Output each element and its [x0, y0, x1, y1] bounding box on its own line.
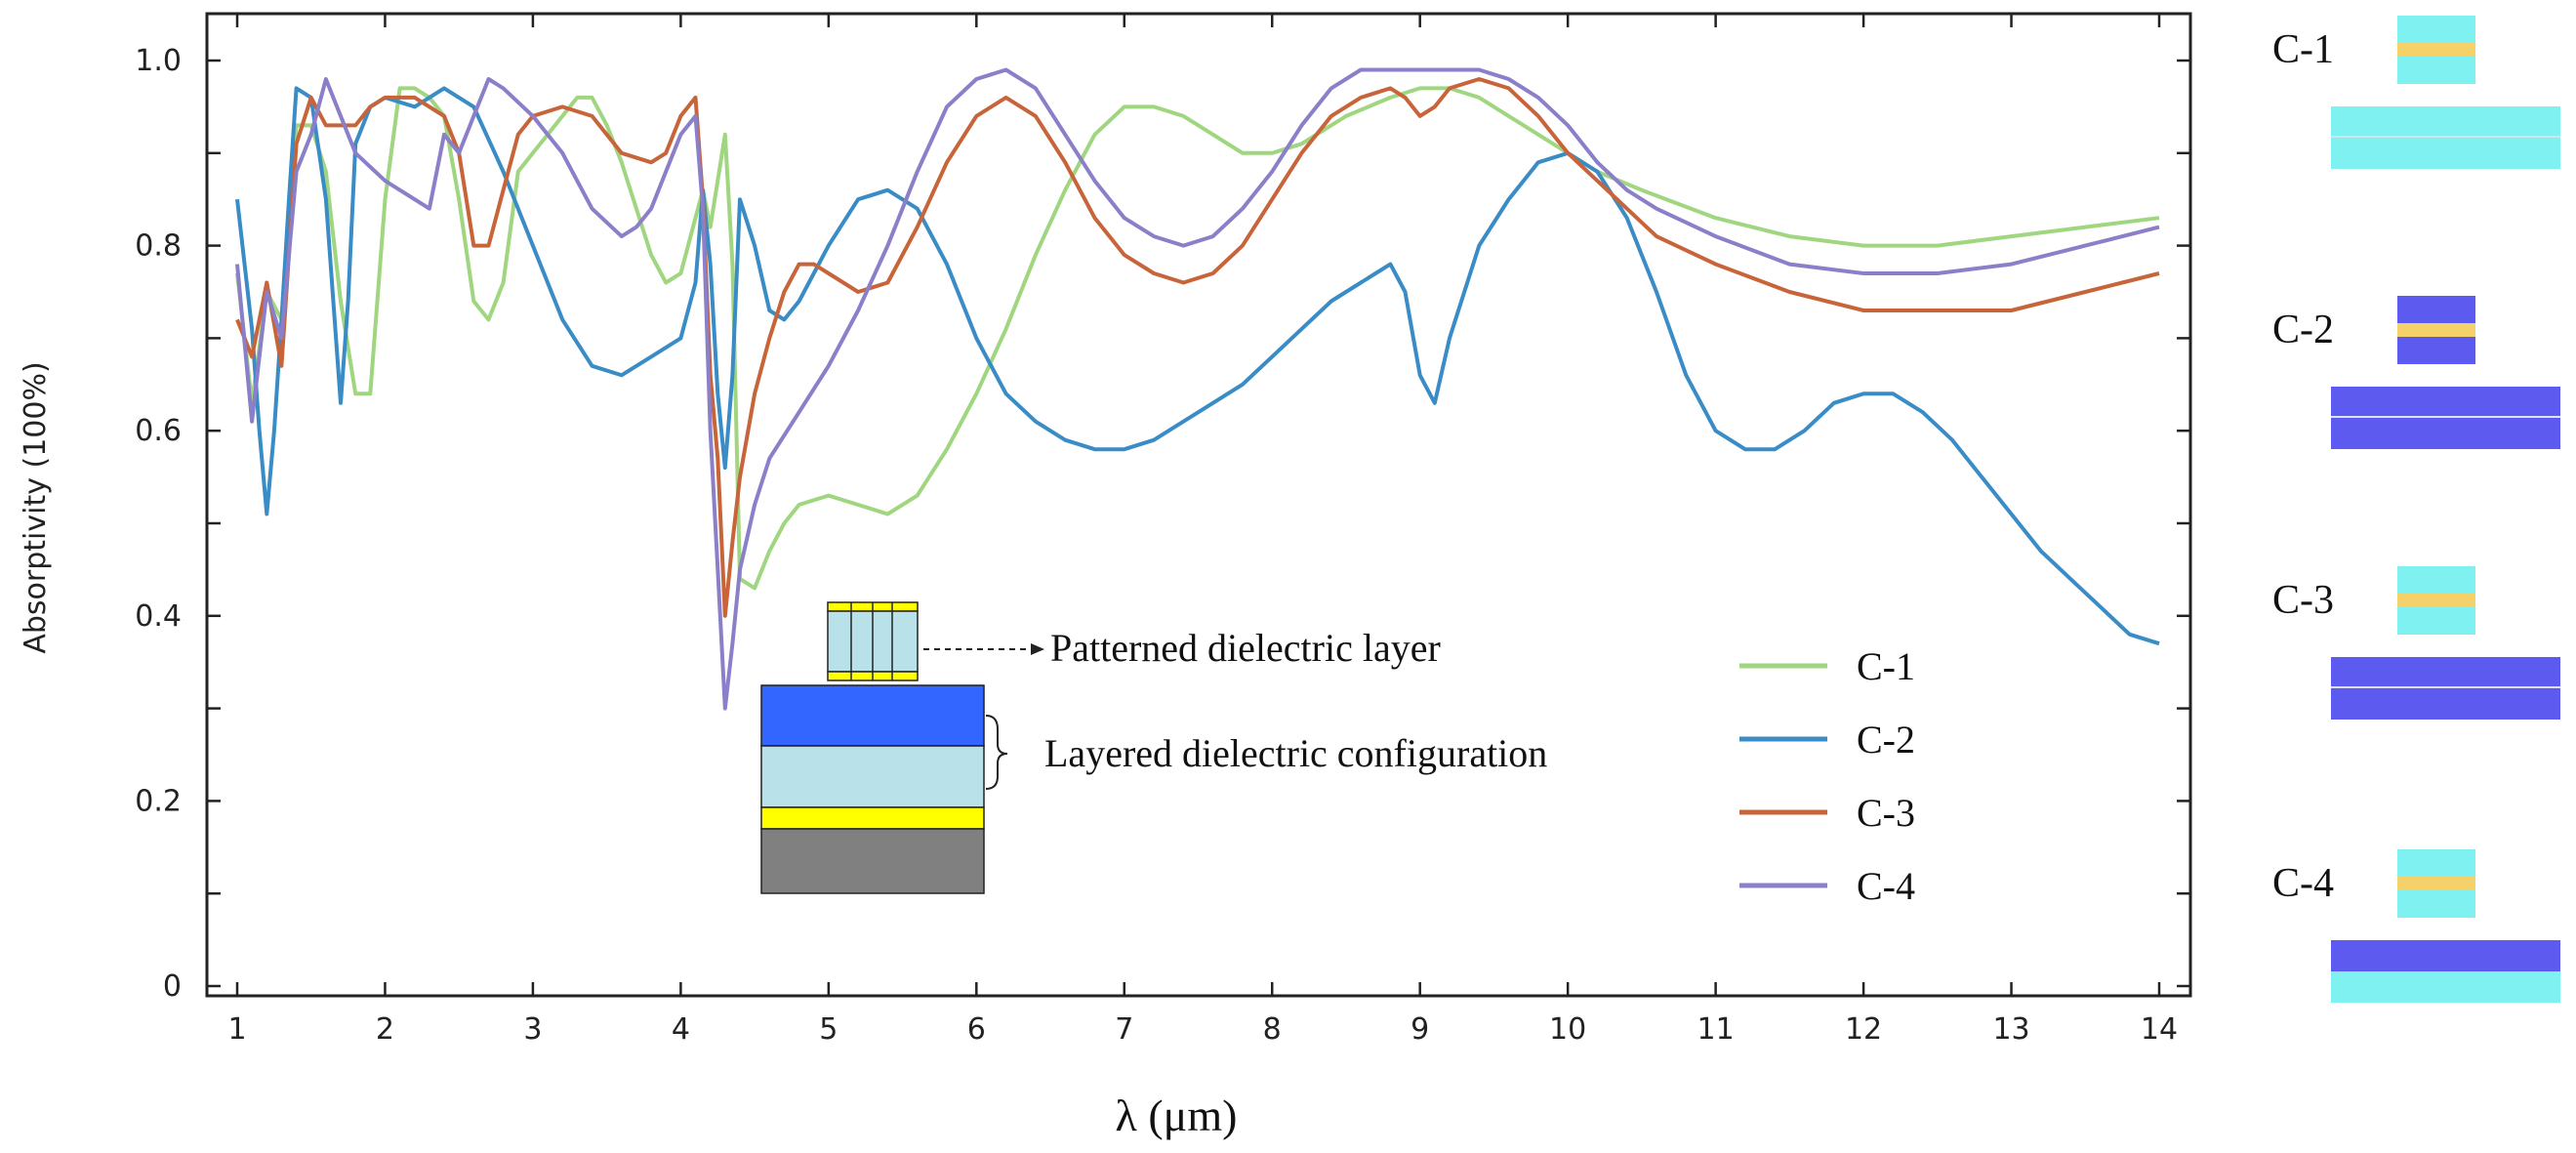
config-label: C-2 — [2272, 308, 2334, 352]
legend: C-1 C-2 C-3 C-4 — [1739, 644, 1915, 908]
structure-inset: Patterned dielectric layer Layered diele… — [760, 601, 1547, 894]
y-axis-label: Absorptivity (100%) — [19, 361, 53, 653]
x-tick-label: 10 — [1549, 1012, 1586, 1047]
config-c-3: C-3 — [2272, 566, 2560, 720]
layer-metal — [760, 806, 985, 830]
series-lines — [235, 67, 2160, 711]
x-tick-label: 11 — [1697, 1012, 1735, 1047]
series-line-c-1 — [235, 86, 2160, 591]
x-axis-label: λ (μm) — [1116, 1091, 1238, 1140]
series-line-c-2 — [235, 86, 2160, 646]
config-slab-upper — [2331, 940, 2560, 971]
x-tick-label: 8 — [1263, 1012, 1282, 1047]
y-tick-label: 0.2 — [135, 784, 182, 818]
layer-substrate — [760, 828, 985, 894]
config-c-2: C-2 — [2272, 296, 2560, 449]
config-metal-band — [2397, 877, 2475, 890]
layer-blue — [760, 684, 985, 747]
config-label: C-3 — [2272, 578, 2334, 623]
x-tick-label: 12 — [1845, 1012, 1882, 1047]
config-c-1: C-1 — [2272, 16, 2560, 169]
x-tick-label: 3 — [523, 1012, 542, 1047]
config-c-4: C-4 — [2272, 849, 2560, 1003]
legend-label: C-1 — [1857, 644, 1915, 688]
x-axis: 1 2 3 4 5 6 7 8 9 10 11 12 13 14 — [227, 14, 2178, 1047]
x-tick-label: 1 — [227, 1012, 246, 1047]
x-tick-label: 13 — [1992, 1012, 2029, 1047]
y-tick-label: 0 — [163, 969, 182, 1004]
config-metal-band — [2397, 43, 2475, 57]
x-tick-label: 14 — [2141, 1012, 2178, 1047]
y-tick-label: 0.4 — [135, 599, 182, 634]
layered-config-label: Layered dielectric configuration — [1044, 731, 1547, 775]
x-tick-label: 6 — [967, 1012, 986, 1047]
y-axis: 0 0.2 0.4 0.6 0.8 1.0 — [135, 44, 2190, 1004]
series-line-c-3 — [235, 77, 2160, 618]
pattern-arrow-head — [1031, 643, 1044, 655]
x-tick-label: 4 — [672, 1012, 690, 1047]
layered-brace — [985, 715, 1008, 790]
y-tick-label: 0.8 — [135, 229, 182, 264]
config-label: C-1 — [2272, 27, 2334, 72]
plot-frame — [205, 12, 2192, 998]
y-tick-label: 0.6 — [135, 414, 182, 448]
config-slab-lower — [2331, 971, 2560, 1003]
y-tick-label: 1.0 — [135, 44, 182, 78]
legend-label: C-3 — [1857, 791, 1915, 835]
layer-lightblue — [760, 745, 985, 808]
legend-label: C-4 — [1857, 864, 1915, 908]
legend-label: C-2 — [1857, 718, 1915, 762]
config-metal-band — [2397, 594, 2475, 607]
configuration-schematics: C-1 C-2 C-3 C-4 — [2272, 16, 2560, 1003]
config-label: C-4 — [2272, 861, 2334, 906]
patterned-layer-label: Patterned dielectric layer — [1050, 626, 1441, 670]
config-metal-band — [2397, 323, 2475, 337]
x-tick-label: 7 — [1115, 1012, 1133, 1047]
series-line-c-4 — [235, 67, 2160, 711]
x-tick-label: 9 — [1411, 1012, 1429, 1047]
x-tick-label: 2 — [376, 1012, 394, 1047]
x-tick-label: 5 — [819, 1012, 838, 1047]
